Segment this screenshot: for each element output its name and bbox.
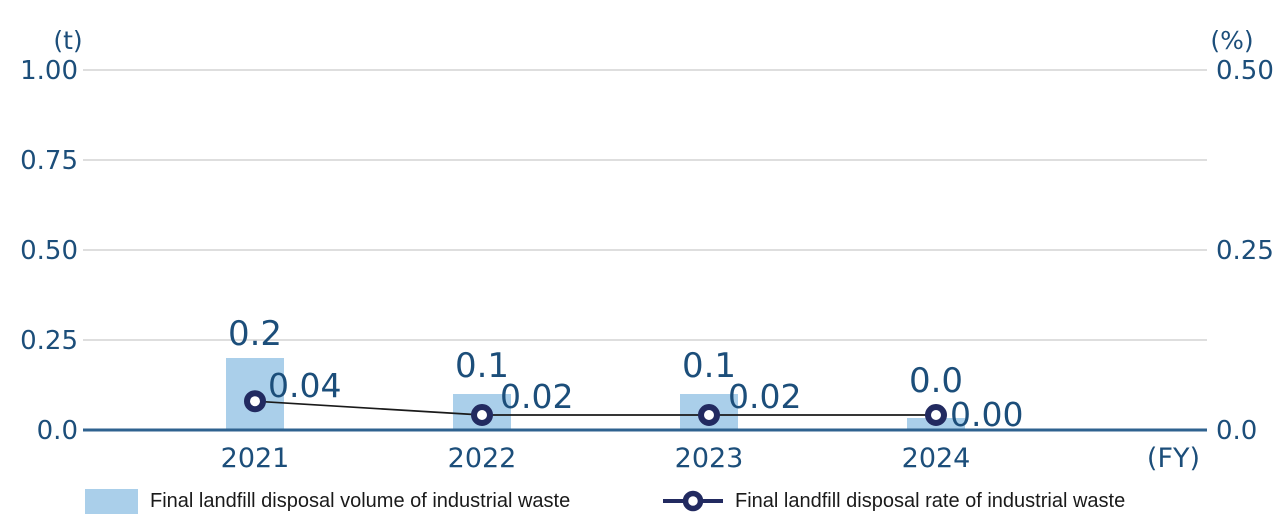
left-axis-tick: 1.00 [20, 56, 78, 86]
bar-label-2021: 0.2 [228, 314, 282, 354]
legend-item-volume: Final landfill disposal volume of indust… [85, 486, 570, 516]
right-axis-tick: 0.25 [1216, 236, 1274, 266]
x-axis-unit: (FY) [1147, 443, 1200, 474]
left-axis-unit: (t) [53, 26, 82, 55]
left-axis-tick: 0.50 [20, 236, 78, 266]
legend-label-volume: Final landfill disposal volume of indust… [150, 489, 571, 512]
legend: Final landfill disposal volume of indust… [0, 486, 1280, 518]
left-axis-tick: 0.0 [37, 416, 78, 446]
legend-label-rate: Final landfill disposal rate of industri… [735, 489, 1126, 512]
rate-line [254, 400, 936, 416]
rate-marker-2021 [244, 390, 266, 413]
right-axis-tick: 0.50 [1216, 56, 1274, 86]
x-tick-2023: 2023 [675, 443, 744, 474]
bar-label-2023: 0.1 [682, 346, 736, 386]
bar-label-2024: 0.0 [909, 361, 963, 401]
left-axis-tick: 0.75 [20, 146, 78, 176]
rate-line-marker-icon [663, 488, 723, 514]
rate-marker-2023 [698, 404, 720, 426]
rate-marker-2024 [925, 404, 947, 426]
rate-label-2022: 0.02 [500, 377, 573, 416]
rate-label-2023: 0.02 [728, 377, 801, 416]
x-tick-2022: 2022 [448, 443, 517, 474]
x-tick-2021: 2021 [221, 443, 290, 474]
rate-label-2024: 0.00 [950, 395, 1023, 434]
legend-item-rate: Final landfill disposal rate of industri… [663, 486, 1125, 516]
rate-label-2021: 0.04 [268, 366, 341, 405]
x-tick-2024: 2024 [902, 443, 971, 474]
right-axis-unit: (%) [1210, 26, 1253, 55]
volume-swatch-icon [85, 488, 138, 514]
right-axis-tick: 0.0 [1216, 416, 1257, 446]
rate-marker-2022 [471, 404, 493, 426]
left-axis-tick: 0.25 [20, 326, 78, 356]
bar-label-2022: 0.1 [455, 346, 509, 386]
